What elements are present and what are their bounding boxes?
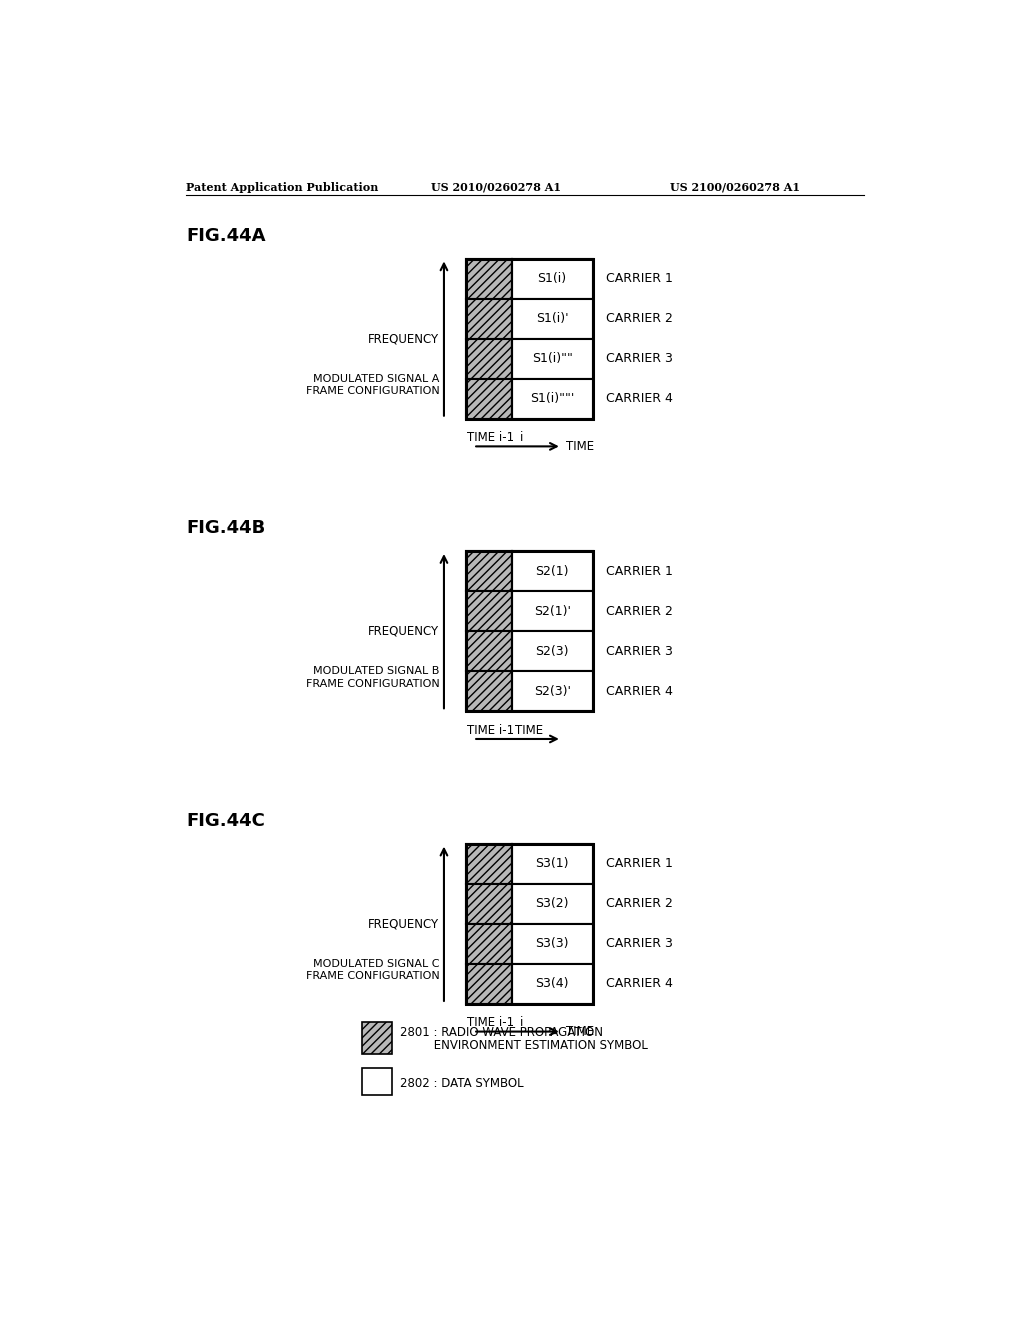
Bar <box>512 298 593 339</box>
Text: S1(i)"": S1(i)"" <box>531 352 572 366</box>
Text: CARRIER 1: CARRIER 1 <box>606 565 674 578</box>
Text: 2802 : DATA SYMBOL: 2802 : DATA SYMBOL <box>400 1077 523 1090</box>
Text: i: i <box>519 430 523 444</box>
Text: i: i <box>519 1016 523 1030</box>
Text: S2(1)': S2(1)' <box>534 605 570 618</box>
Text: CARRIER 4: CARRIER 4 <box>606 392 674 405</box>
Text: CARRIER 2: CARRIER 2 <box>606 312 674 325</box>
Bar <box>466 884 512 924</box>
Bar <box>466 298 512 339</box>
Bar <box>466 843 512 884</box>
Bar <box>512 379 593 418</box>
Text: TIME i-1: TIME i-1 <box>467 430 514 444</box>
Text: FIG.44A: FIG.44A <box>186 227 265 244</box>
Bar <box>466 591 512 631</box>
Text: FRAME CONFIGURATION: FRAME CONFIGURATION <box>305 678 439 689</box>
Bar <box>512 339 593 379</box>
Text: CARRIER 3: CARRIER 3 <box>606 352 674 366</box>
Text: TIME i-1: TIME i-1 <box>467 1016 514 1030</box>
Bar <box>466 339 512 379</box>
Bar <box>466 631 512 671</box>
Text: 2801 : RADIO WAVE PROPAGATION: 2801 : RADIO WAVE PROPAGATION <box>400 1026 603 1039</box>
Bar <box>466 924 512 964</box>
Text: S3(1): S3(1) <box>536 857 569 870</box>
Text: S2(3)': S2(3)' <box>534 685 570 698</box>
Text: CARRIER 2: CARRIER 2 <box>606 898 674 911</box>
Text: TIME: TIME <box>515 723 543 737</box>
Bar <box>512 671 593 711</box>
Text: CARRIER 3: CARRIER 3 <box>606 644 674 657</box>
Text: CARRIER 1: CARRIER 1 <box>606 272 674 285</box>
Bar <box>512 964 593 1003</box>
Text: FIG.44B: FIG.44B <box>186 519 265 537</box>
Bar <box>512 924 593 964</box>
Text: Patent Application Publication: Patent Application Publication <box>186 182 379 193</box>
Text: S3(2): S3(2) <box>536 898 569 911</box>
Bar <box>466 259 512 298</box>
Bar <box>466 552 593 711</box>
Text: CARRIER 4: CARRIER 4 <box>606 685 674 698</box>
Text: TIME i-1: TIME i-1 <box>467 723 514 737</box>
Text: FREQUENCY: FREQUENCY <box>369 624 439 638</box>
Bar <box>466 552 512 591</box>
Bar <box>512 843 593 884</box>
Text: US 2100/0260278 A1: US 2100/0260278 A1 <box>670 182 800 193</box>
Bar <box>466 259 593 418</box>
Text: FREQUENCY: FREQUENCY <box>369 333 439 345</box>
Text: CARRIER 1: CARRIER 1 <box>606 857 674 870</box>
Text: CARRIER 2: CARRIER 2 <box>606 605 674 618</box>
Bar <box>512 884 593 924</box>
Text: FIG.44C: FIG.44C <box>186 812 265 830</box>
Bar <box>466 964 512 1003</box>
Bar <box>466 843 593 1003</box>
Text: CARRIER 3: CARRIER 3 <box>606 937 674 950</box>
Text: TIME: TIME <box>566 1026 595 1038</box>
Text: S1(i)""': S1(i)""' <box>530 392 574 405</box>
Text: FRAME CONFIGURATION: FRAME CONFIGURATION <box>305 972 439 981</box>
Text: S2(1): S2(1) <box>536 565 569 578</box>
Text: MODULATED SIGNAL C: MODULATED SIGNAL C <box>312 960 439 969</box>
Text: US 2010/0260278 A1: US 2010/0260278 A1 <box>431 182 561 193</box>
Text: S3(3): S3(3) <box>536 937 569 950</box>
Text: TIME: TIME <box>566 440 595 453</box>
Bar <box>361 1068 392 1096</box>
Text: S3(4): S3(4) <box>536 977 569 990</box>
Bar <box>361 1022 392 1053</box>
Bar <box>466 671 512 711</box>
Text: FREQUENCY: FREQUENCY <box>369 917 439 931</box>
Text: MODULATED SIGNAL A: MODULATED SIGNAL A <box>313 374 439 384</box>
Bar <box>512 259 593 298</box>
Bar <box>512 591 593 631</box>
Bar <box>512 631 593 671</box>
Bar <box>512 552 593 591</box>
Bar <box>466 379 512 418</box>
Text: S1(i): S1(i) <box>538 272 566 285</box>
Text: CARRIER 4: CARRIER 4 <box>606 977 674 990</box>
Text: S1(i)': S1(i)' <box>536 312 568 325</box>
Text: S2(3): S2(3) <box>536 644 569 657</box>
Text: FRAME CONFIGURATION: FRAME CONFIGURATION <box>305 387 439 396</box>
Text: MODULATED SIGNAL B: MODULATED SIGNAL B <box>313 667 439 676</box>
Text: ENVIRONMENT ESTIMATION SYMBOL: ENVIRONMENT ESTIMATION SYMBOL <box>400 1039 648 1052</box>
